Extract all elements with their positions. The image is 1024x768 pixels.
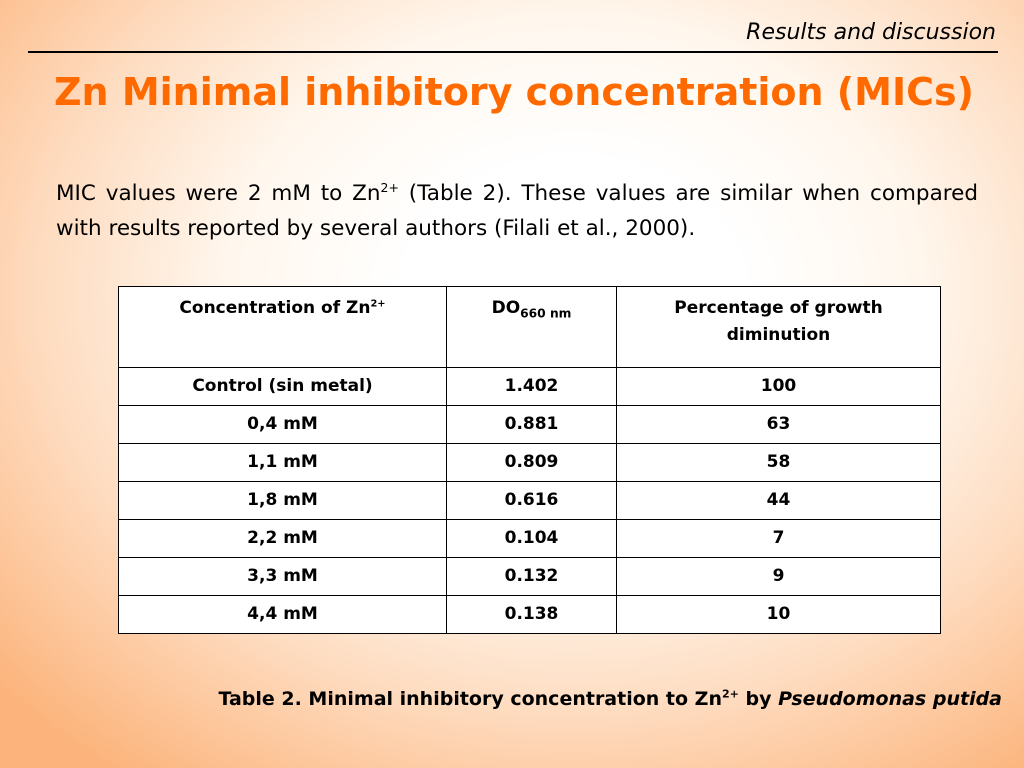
cell-concentration: 3,3 mM [118,557,447,596]
cell-percentage: 100 [616,367,941,406]
header-percentage: Percentage of growth diminution [616,286,941,368]
header-do-label: DO [491,298,521,318]
intro-superscript: 2+ [380,179,399,195]
table-caption: Table 2. Minimal inhibitory concentratio… [218,688,1002,710]
cell-concentration: Control (sin metal) [118,367,447,406]
table-row: 1,1 mM 0.809 58 [118,443,941,482]
cell-do: 0.138 [446,595,617,634]
cell-concentration: 4,4 mM [118,595,447,634]
caption-text: Table 2. Minimal inhibitory concentratio… [218,688,722,710]
table-row: 4,4 mM 0.138 10 [118,595,941,634]
cell-do: 0.132 [446,557,617,596]
header-do-subscript: 660 nm [520,306,572,321]
cell-do: 1.402 [446,367,617,406]
cell-concentration: 1,1 mM [118,443,447,482]
cell-do: 0.104 [446,519,617,558]
caption-by: by [738,688,779,710]
cell-percentage: 44 [616,481,941,520]
intro-paragraph: MIC values were 2 mM to Zn2+ (Table 2). … [56,176,978,246]
intro-text-end: (Table 2). These values are similar when… [56,180,978,241]
cell-concentration: 2,2 mM [118,519,447,558]
caption-superscript: 2+ [721,687,739,701]
header-concentration-label: Concentration of Zn [179,298,371,318]
mic-table: Concentration of Zn2+ DO660 nm Percentag… [118,286,941,634]
intro-text-start: MIC values were 2 mM to Zn [56,180,381,206]
header-concentration-superscript: 2+ [370,298,386,310]
cell-concentration: 1,8 mM [118,481,447,520]
table-row: 1,8 mM 0.616 44 [118,481,941,520]
caption-organism: Pseudomonas putida [778,688,1002,710]
table-row: 2,2 mM 0.104 7 [118,519,941,558]
table-row: Control (sin metal) 1.402 100 [118,367,941,406]
cell-percentage: 9 [616,557,941,596]
section-label: Results and discussion [746,20,996,45]
cell-percentage: 58 [616,443,941,482]
header-divider [28,51,998,53]
cell-percentage: 63 [616,405,941,444]
cell-do: 0.809 [446,443,617,482]
table-row: 0,4 mM 0.881 63 [118,405,941,444]
cell-percentage: 7 [616,519,941,558]
cell-do: 0.616 [446,481,617,520]
cell-percentage: 10 [616,595,941,634]
table-header-row: Concentration of Zn2+ DO660 nm Percentag… [118,286,941,368]
header-concentration: Concentration of Zn2+ [118,286,447,368]
cell-concentration: 0,4 mM [118,405,447,444]
header-do: DO660 nm [446,286,617,368]
cell-do: 0.881 [446,405,617,444]
slide-title: Zn Minimal inhibitory concentration (MIC… [54,70,974,114]
table-row: 3,3 mM 0.132 9 [118,557,941,596]
